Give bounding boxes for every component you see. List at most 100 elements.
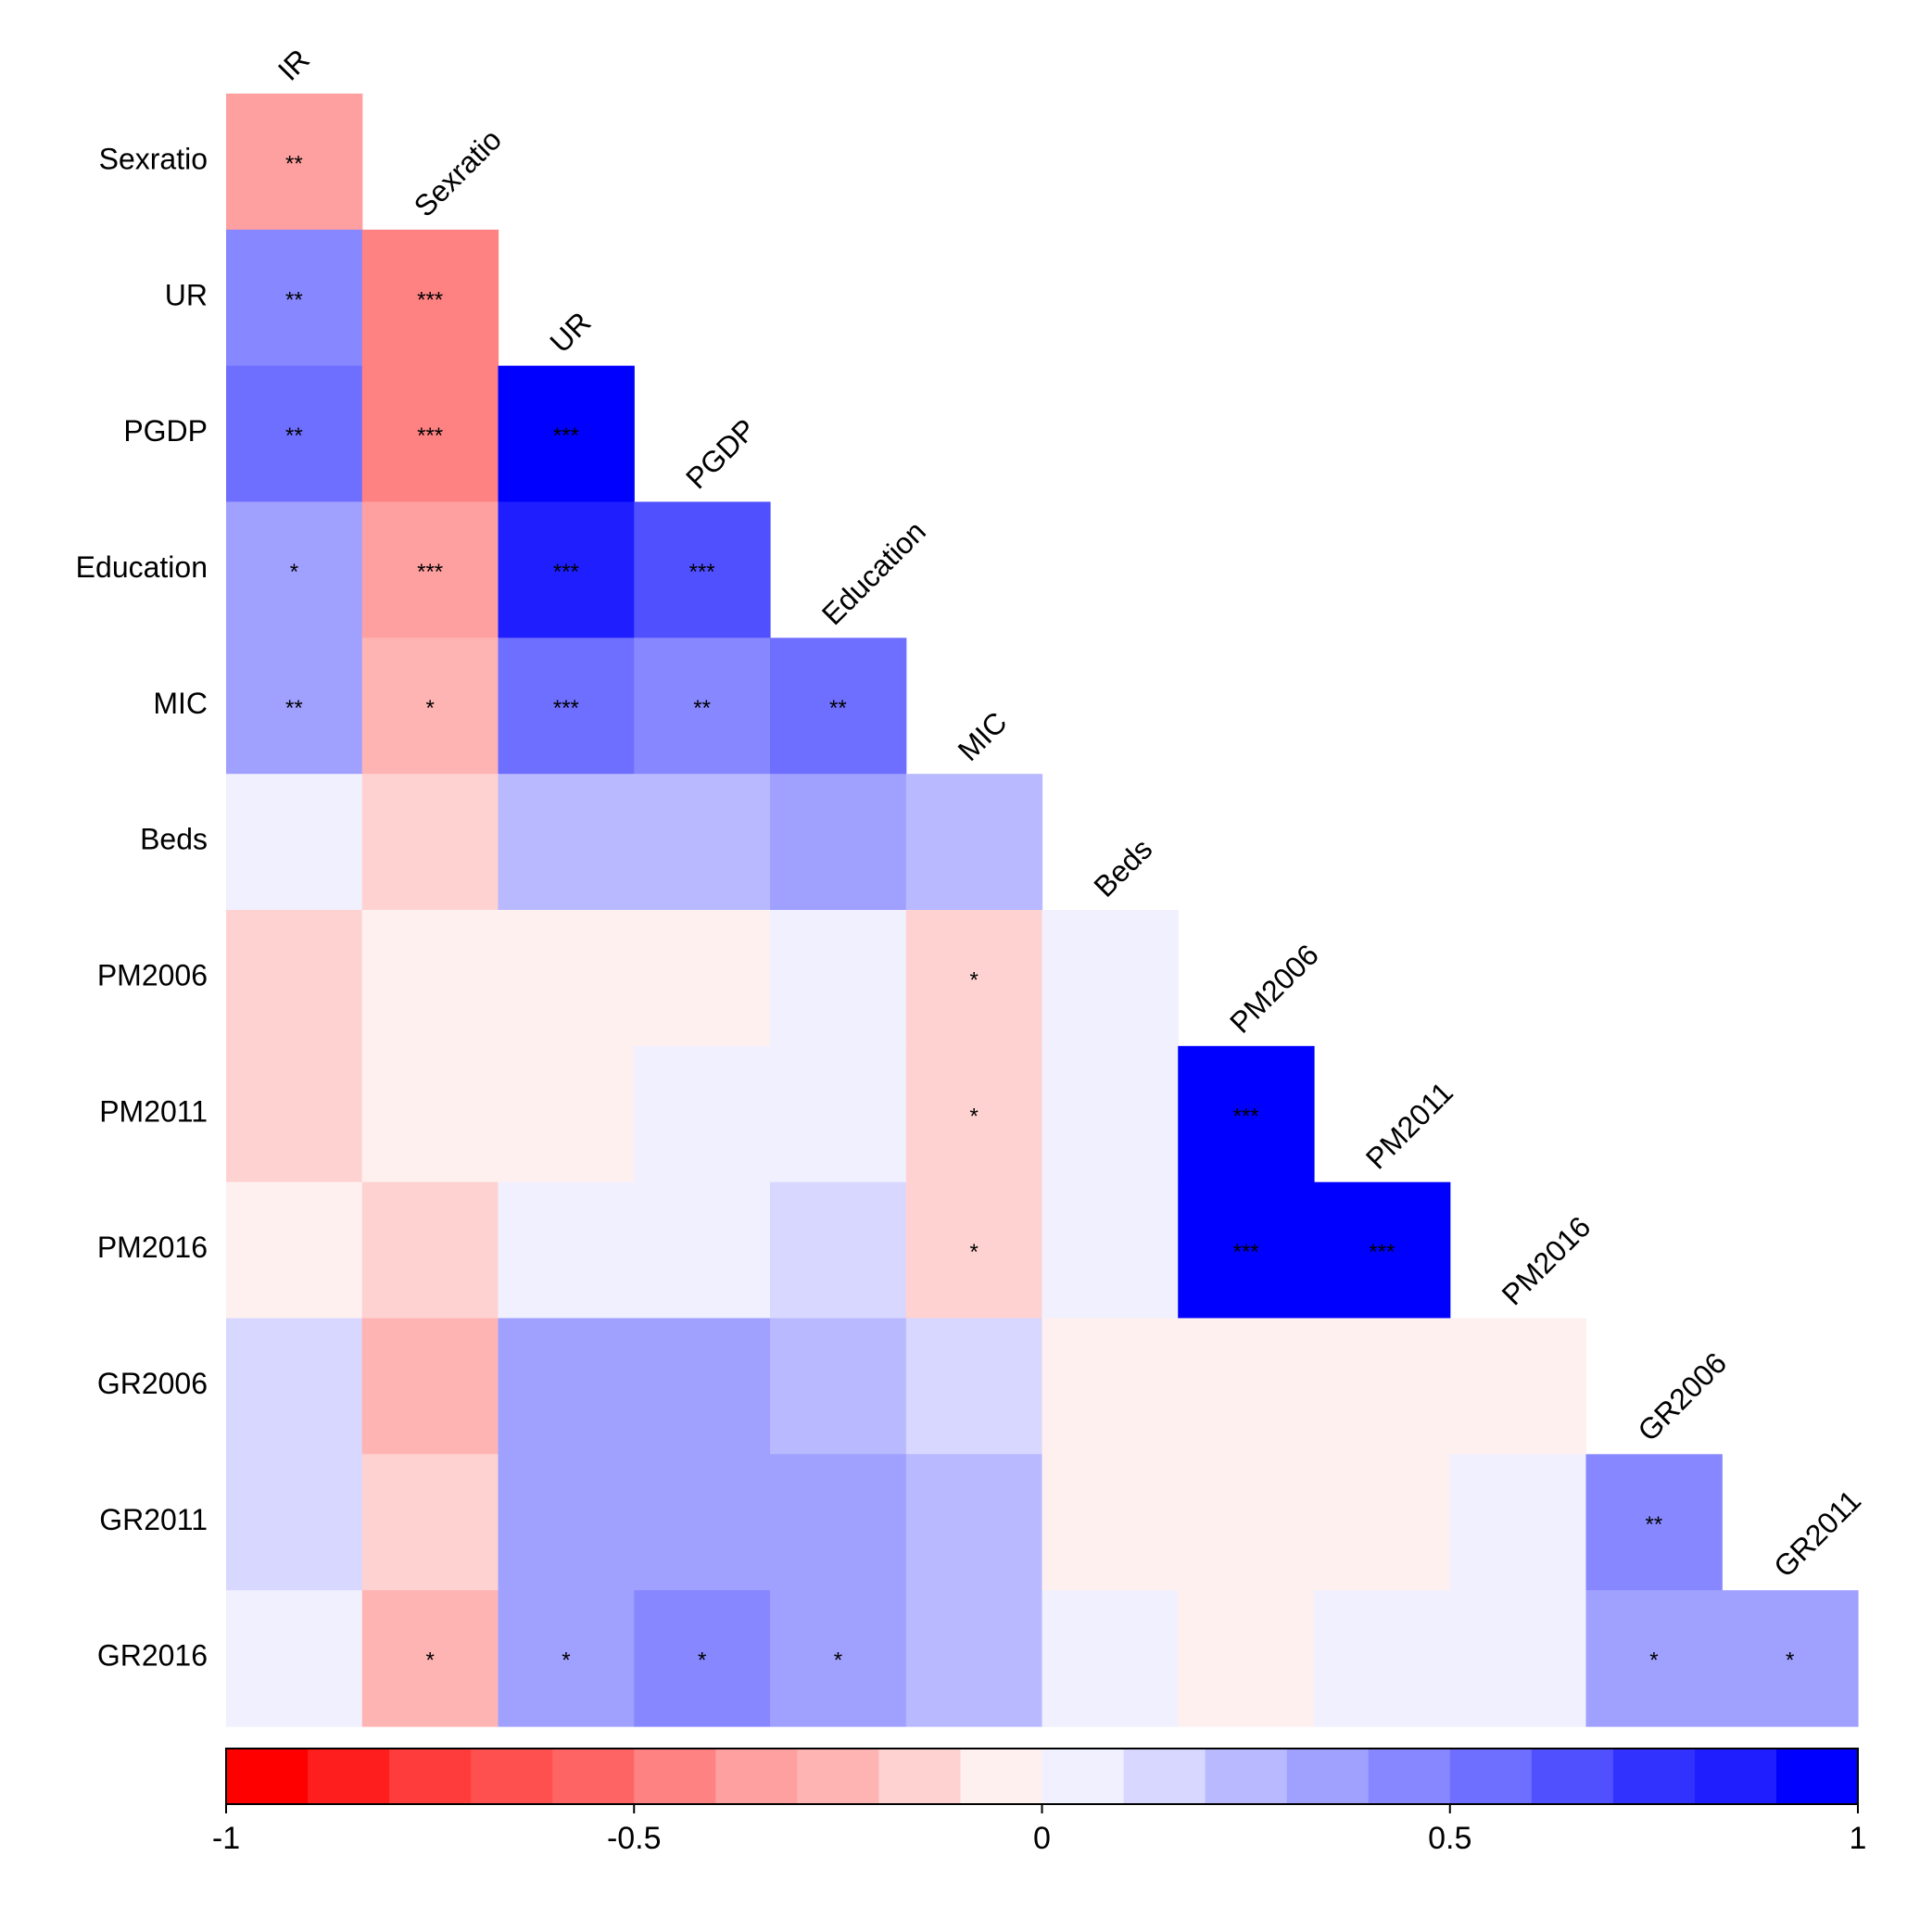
colorbar-tick-label: 1 bbox=[1850, 1821, 1867, 1856]
significance-mark: ** bbox=[285, 696, 303, 721]
significance-mark: ** bbox=[829, 696, 847, 721]
cell-GR2016-GR2011 bbox=[1722, 1590, 1859, 1727]
cell-MIC-IR bbox=[226, 638, 363, 775]
row-label-mic: MIC bbox=[153, 687, 208, 720]
colorbar-swatch bbox=[1368, 1749, 1451, 1804]
cell-Beds-PGDP bbox=[634, 774, 771, 911]
cell-GR2016-IR bbox=[226, 1590, 363, 1727]
cell-Education-PGDP bbox=[634, 501, 771, 638]
cell-PM2011-Beds bbox=[1042, 1045, 1179, 1183]
colorbar-swatch bbox=[1205, 1749, 1288, 1804]
row-label-gr2006: GR2006 bbox=[97, 1367, 208, 1400]
significance-mark: *** bbox=[553, 423, 579, 448]
cell-GR2016-UR bbox=[498, 1590, 635, 1727]
significance-mark: * bbox=[834, 1648, 842, 1673]
col-label-gr2011: GR2011 bbox=[1767, 1484, 1867, 1584]
col-label-ur: UR bbox=[543, 305, 597, 359]
colorbar-swatch bbox=[715, 1749, 798, 1804]
cell-GR2006-Education bbox=[770, 1318, 907, 1455]
colorbar-swatch bbox=[878, 1749, 962, 1804]
row-label-education: Education bbox=[76, 550, 208, 584]
col-label-beds: Beds bbox=[1087, 832, 1158, 903]
cell-PM2016-Sexratio bbox=[361, 1181, 499, 1320]
cell-PGDP-IR bbox=[226, 365, 363, 503]
cell-GR2016-MIC bbox=[905, 1590, 1043, 1727]
colorbar-swatch bbox=[1775, 1749, 1859, 1804]
colorbar-swatch bbox=[552, 1749, 635, 1804]
cell-PM2016-PGDP bbox=[634, 1181, 771, 1320]
row-labels: Sexratio UR PGDP Education MIC Beds PM2006 PM20… bbox=[76, 142, 208, 1672]
significance-mark: * bbox=[562, 1648, 570, 1673]
cell-PM2011-UR bbox=[498, 1045, 635, 1183]
cell-GR2011-Beds bbox=[1042, 1454, 1179, 1591]
cell-PGDP-Sexratio bbox=[361, 365, 499, 503]
row-label-pm2016: PM2016 bbox=[97, 1231, 208, 1264]
cell-PM2016-PM2011 bbox=[1314, 1181, 1451, 1320]
col-label-gr2006: GR2006 bbox=[1631, 1346, 1733, 1448]
cell-GR2016-PM2011 bbox=[1314, 1590, 1451, 1727]
cell-GR2006-MIC bbox=[905, 1318, 1043, 1455]
cell-MIC-PGDP bbox=[634, 638, 771, 775]
colorbar-tick-label: 0 bbox=[1033, 1821, 1051, 1856]
row-label-pm2011: PM2011 bbox=[99, 1094, 208, 1128]
cell-GR2016-GR2006 bbox=[1585, 1590, 1723, 1727]
cell-GR2006-UR bbox=[498, 1318, 635, 1455]
significance-mark: * bbox=[425, 696, 434, 721]
cell-PM2011-Education bbox=[770, 1045, 907, 1183]
cell-GR2011-PM2016 bbox=[1449, 1454, 1587, 1591]
significance-mark: * bbox=[698, 1648, 706, 1673]
cell-GR2006-PM2006 bbox=[1178, 1318, 1315, 1455]
cell-GR2006-IR bbox=[226, 1318, 363, 1455]
significance-mark: * bbox=[425, 1648, 434, 1673]
cell-GR2006-PGDP bbox=[634, 1318, 771, 1455]
cells-layer bbox=[226, 94, 1859, 1727]
cell-MIC-Sexratio bbox=[361, 638, 499, 775]
colorbar-swatch bbox=[1286, 1749, 1370, 1804]
significance-mark: * bbox=[969, 1240, 978, 1265]
cell-Education-IR bbox=[226, 501, 363, 638]
cell-PM2006-PGDP bbox=[634, 910, 771, 1047]
cell-Beds-Education bbox=[770, 774, 907, 911]
colorbar-swatch bbox=[471, 1749, 553, 1804]
cell-PM2006-Education bbox=[770, 910, 907, 1047]
cell-GR2011-GR2006 bbox=[1585, 1454, 1723, 1591]
row-label-pm2006: PM2006 bbox=[97, 958, 208, 991]
cell-GR2006-Sexratio bbox=[361, 1318, 499, 1455]
significance-mark: *** bbox=[553, 696, 579, 721]
cell-GR2006-PM2016 bbox=[1449, 1318, 1587, 1455]
colorbar-swatch bbox=[960, 1749, 1043, 1804]
significance-mark: *** bbox=[417, 287, 443, 312]
cell-PM2016-PM2006 bbox=[1178, 1181, 1315, 1320]
cell-PM2011-PM2006 bbox=[1178, 1045, 1315, 1183]
significance-mark: *** bbox=[1369, 1240, 1395, 1265]
colorbar-swatch bbox=[226, 1749, 309, 1804]
cell-GR2011-UR bbox=[498, 1454, 635, 1591]
cell-PM2006-UR bbox=[498, 910, 635, 1047]
cell-GR2016-Sexratio bbox=[361, 1590, 499, 1727]
row-label-pgdp: PGDP bbox=[123, 414, 208, 448]
cell-MIC-UR bbox=[498, 638, 635, 775]
cell-GR2011-Education bbox=[770, 1454, 907, 1591]
cell-Education-Sexratio bbox=[361, 501, 499, 638]
col-label-ir: IR bbox=[272, 43, 316, 87]
cell-PM2011-IR bbox=[226, 1045, 363, 1183]
col-label-pgdp: PGDP bbox=[679, 412, 763, 496]
cell-PM2006-MIC bbox=[905, 910, 1043, 1047]
cell-GR2011-Sexratio bbox=[361, 1454, 499, 1591]
cell-PM2016-Education bbox=[770, 1181, 907, 1320]
cell-GR2006-Beds bbox=[1042, 1318, 1179, 1455]
colorbar-swatch bbox=[797, 1749, 879, 1804]
cell-PM2011-PGDP bbox=[634, 1045, 771, 1183]
cell-PM2006-Beds bbox=[1042, 910, 1179, 1047]
cell-Beds-Sexratio bbox=[361, 774, 499, 911]
significance-mark: * bbox=[969, 967, 978, 992]
significance-mark: ** bbox=[1646, 1512, 1663, 1537]
cell-Beds-IR bbox=[226, 774, 363, 911]
row-label-gr2016: GR2016 bbox=[97, 1639, 208, 1673]
significance-mark: *** bbox=[417, 560, 443, 585]
cell-GR2016-PM2006 bbox=[1178, 1590, 1315, 1727]
significance-mark: * bbox=[290, 560, 298, 585]
significance-mark: *** bbox=[1233, 1240, 1259, 1265]
cell-PM2016-IR bbox=[226, 1181, 363, 1320]
